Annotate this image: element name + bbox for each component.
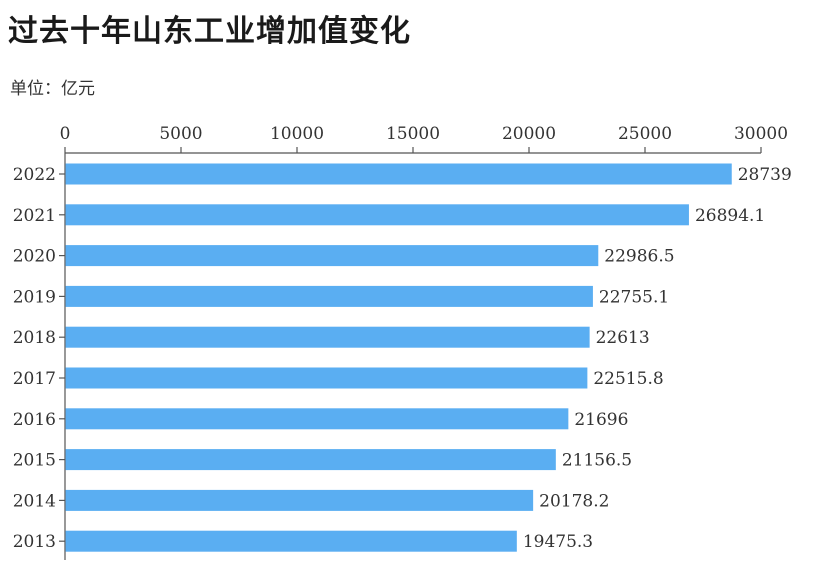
y-tick-label: 2017 (13, 369, 56, 389)
bar-value-label: 21156.5 (562, 451, 632, 471)
y-tick-label: 2014 (13, 491, 56, 511)
bar (65, 245, 599, 267)
bar (65, 408, 569, 430)
x-axis: 0 5000 10000 15000 20000 25000 30000 (60, 124, 788, 154)
bar-value-label: 19475.3 (523, 532, 593, 552)
bars: 28739 26894.1 22986.5 22755.1 22613 22515.8 21… (65, 163, 792, 552)
y-tick-label: 2016 (13, 410, 56, 430)
bar (65, 326, 590, 348)
y-axis: 2022 2021 2020 2019 2018 2017 2016 2015 2014 2013 (13, 153, 66, 560)
y-tick-label: 2013 (13, 532, 56, 552)
y-tick-label: 2015 (13, 451, 56, 471)
chart-title: 过去十年山东工业增加值变化 (8, 14, 411, 49)
x-tick-label: 20000 (502, 124, 556, 144)
x-tick-label: 25000 (618, 124, 672, 144)
bar (65, 489, 534, 511)
bar (65, 449, 556, 471)
bar (65, 367, 588, 389)
y-tick-label: 2022 (13, 165, 56, 185)
bar-value-label: 21696 (574, 410, 628, 430)
bar (65, 204, 689, 226)
x-tick-label: 30000 (734, 124, 788, 144)
bar-value-label: 26894.1 (695, 206, 765, 226)
bar-value-label: 28739 (738, 165, 792, 185)
bar-value-label: 22755.1 (599, 287, 669, 307)
y-tick-label: 2018 (13, 328, 56, 348)
y-tick-label: 2019 (13, 287, 56, 307)
x-tick-label: 15000 (386, 124, 440, 144)
bar (65, 285, 593, 307)
x-tick-label: 5000 (159, 124, 202, 144)
unit-label: 单位：亿元 (10, 79, 95, 99)
bar-value-label: 22515.8 (593, 369, 663, 389)
x-tick-label: 0 (60, 124, 71, 144)
x-tick-label: 10000 (270, 124, 324, 144)
bar (65, 163, 732, 185)
bar (65, 530, 517, 552)
bar-value-label: 22986.5 (604, 247, 674, 267)
bar-value-label: 22613 (596, 328, 650, 348)
bar-value-label: 20178.2 (539, 491, 609, 511)
y-tick-label: 2021 (13, 206, 56, 226)
y-tick-label: 2020 (13, 247, 56, 267)
